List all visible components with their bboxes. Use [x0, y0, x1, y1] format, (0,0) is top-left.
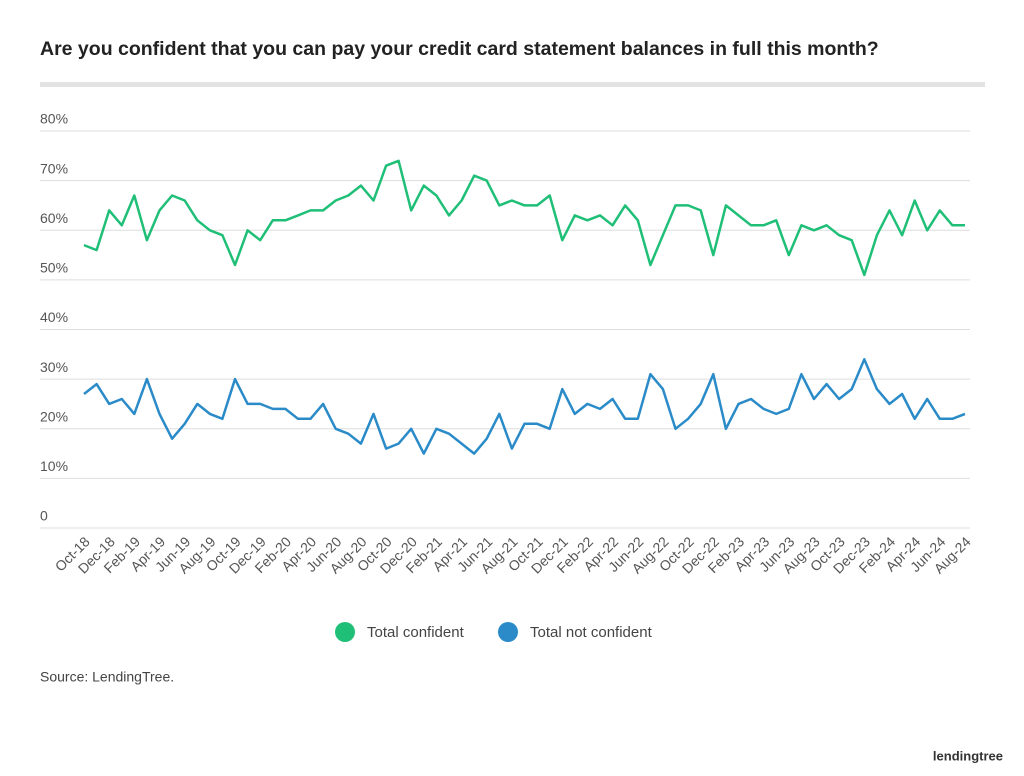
line-series [83, 159, 965, 277]
chart-title: Are you confident that you can pay your … [40, 38, 879, 60]
source: Source: LendingTree. [40, 669, 174, 685]
title-rule [40, 82, 985, 87]
y-tick-label: 50% [40, 260, 68, 276]
y-tick-label: 70% [40, 160, 68, 176]
logo: lendingtree [933, 748, 1003, 763]
y-tick-label: 80% [40, 111, 68, 127]
y-tick-label: 30% [40, 359, 68, 375]
line-series [83, 358, 966, 455]
y-tick-label: 60% [40, 210, 68, 226]
y-tick-label: 40% [40, 309, 68, 325]
legend-swatch [335, 622, 355, 642]
legend-label: Total not confident [530, 624, 653, 641]
y-tick-label: 20% [40, 408, 68, 424]
legend-label: Total confident [367, 624, 465, 641]
y-tick-label: 10% [40, 458, 68, 474]
legend-swatch [498, 622, 518, 642]
y-tick-label: 0 [40, 508, 48, 524]
